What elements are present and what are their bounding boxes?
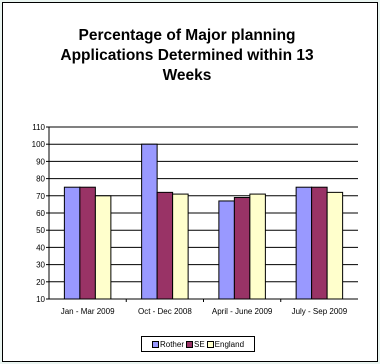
y-tick-label: 70: [36, 192, 45, 201]
bar: [326, 191, 344, 300]
y-tick-label: 10: [36, 295, 45, 304]
legend-item-se: SE: [185, 339, 205, 349]
y-tick-label: 60: [36, 209, 45, 218]
legend-swatch-rother: [151, 340, 159, 348]
x-tick-label: April - June 2009: [212, 307, 273, 316]
y-tick-label: 40: [36, 243, 45, 252]
y-tick-label: 100: [32, 140, 46, 149]
bar: [233, 197, 251, 300]
bar: [249, 193, 266, 300]
chart-title-line-1: Percentage of Major planning: [78, 27, 296, 44]
bar: [172, 193, 189, 300]
legend-label-rother: Rother: [159, 339, 184, 349]
legend-item-england: England: [206, 339, 245, 349]
x-tick-label: July - Sep 2009: [292, 307, 348, 316]
y-tick-label: 50: [36, 226, 45, 235]
y-tick-label: 90: [36, 157, 45, 166]
bar: [218, 200, 235, 300]
x-tick-label: Jan - Mar 2009: [61, 307, 115, 316]
bar: [156, 191, 174, 300]
bar: [311, 186, 328, 300]
x-tick-label: Oct - Dec 2008: [138, 307, 192, 316]
legend-item-rother: Rother: [151, 339, 184, 349]
bar: [63, 186, 81, 300]
y-tick-label: 20: [36, 278, 45, 287]
y-tick-label: 110: [32, 123, 45, 132]
legend-label-england: England: [214, 339, 245, 349]
chart-title-line-2: Applications Determined within 13: [60, 47, 314, 64]
chart-title-line-3: Weeks: [162, 67, 212, 84]
bar: [79, 186, 96, 300]
legend-swatch-se: [185, 340, 193, 348]
chart-title: Percentage of Major planning Application…: [0, 26, 374, 86]
bar: [94, 195, 112, 300]
legend-label-se: SE: [193, 339, 205, 349]
legend-swatch-england: [206, 340, 214, 348]
bar: [141, 143, 158, 300]
y-tick-label: 30: [36, 261, 45, 270]
bar: [295, 186, 313, 300]
chart-legend: Rother SE England: [141, 336, 255, 352]
y-tick-label: 80: [36, 175, 45, 184]
